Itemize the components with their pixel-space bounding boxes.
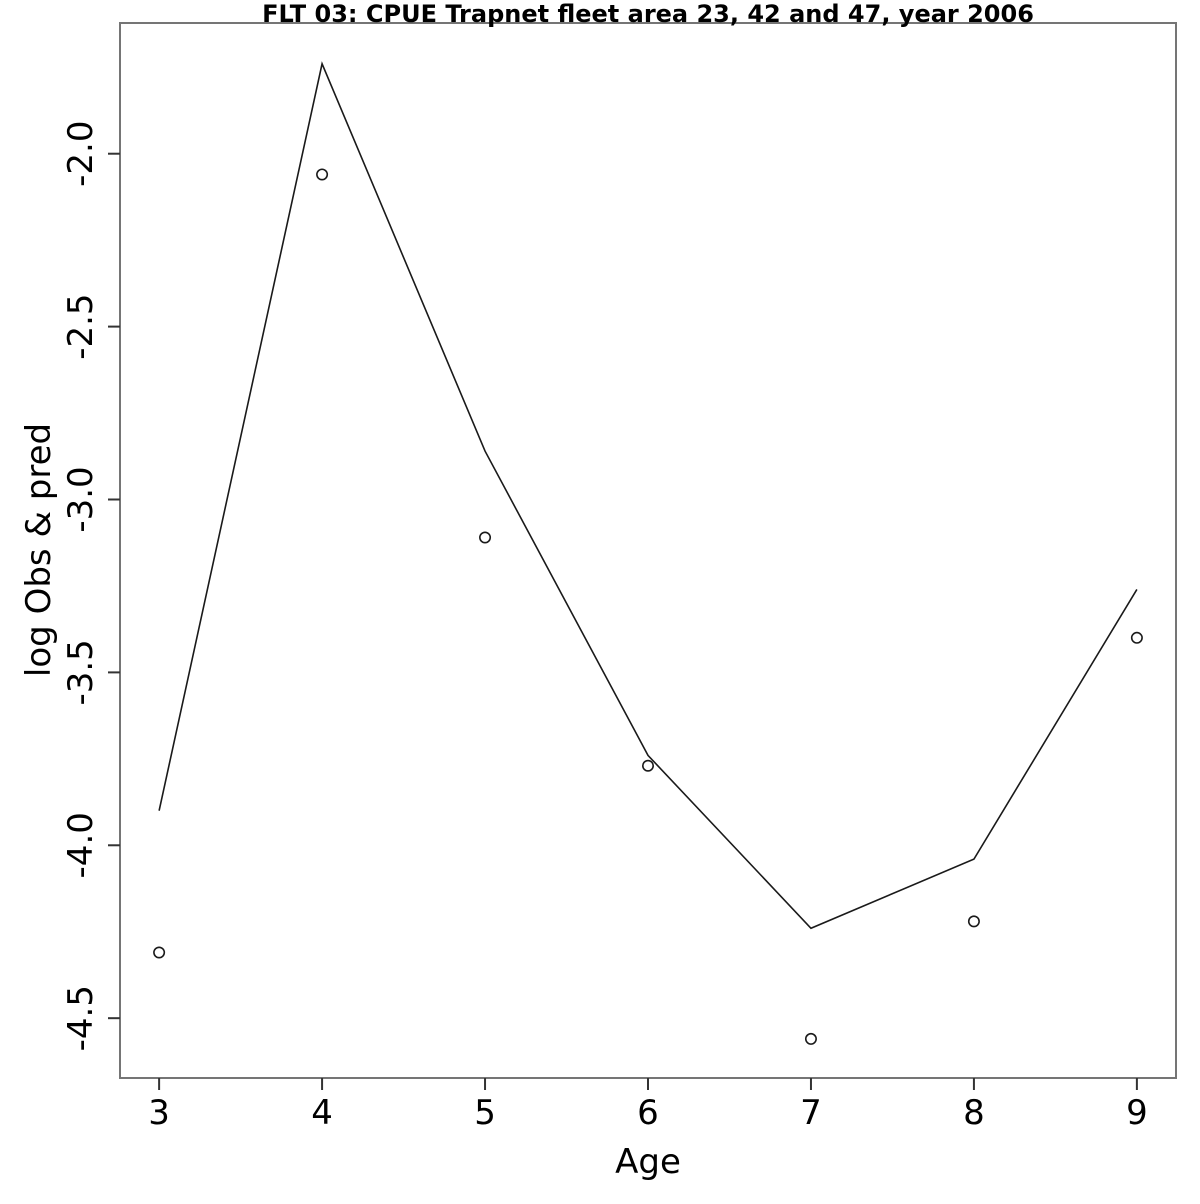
x-tick-label: 6 (637, 1093, 659, 1133)
plot-box (119, 22, 1177, 1079)
x-tick-label: 7 (800, 1093, 822, 1133)
observation-point (1130, 631, 1143, 644)
predicted-line-series (158, 61, 1138, 930)
x-tick-label: 4 (311, 1093, 333, 1133)
observation-point (153, 946, 166, 959)
x-axis-ticks: 3 4 5 6 7 8 9 (148, 1078, 1148, 1133)
observation-point (641, 759, 654, 772)
y-tick-label: -2.0 (61, 121, 101, 187)
x-tick-label: 8 (963, 1093, 985, 1133)
x-axis-label: Age (615, 1142, 681, 1182)
y-tick-label: -4.0 (61, 812, 101, 878)
observation-point (479, 531, 492, 544)
prediction-line (158, 61, 1138, 930)
y-tick-label: -3.5 (61, 639, 101, 705)
y-tick-label: -4.5 (61, 985, 101, 1051)
x-tick-label: 5 (474, 1093, 496, 1133)
y-tick-label: -2.5 (61, 293, 101, 359)
observed-points-series (153, 168, 1143, 1045)
y-axis-label: log Obs & pred (19, 423, 59, 677)
y-tick-label: -3.0 (61, 466, 101, 532)
y-axis-ticks: -4.5 -4.0 -3.5 -3.0 -2.5 -2.0 (61, 121, 120, 1051)
observation-point (316, 168, 329, 181)
x-tick-label: 9 (1126, 1093, 1148, 1133)
chart-title: FLT 03: CPUE Trapnet fleet area 23, 42 a… (262, 0, 1034, 28)
observation-point (804, 1032, 817, 1045)
observation-point (967, 915, 980, 928)
x-tick-label: 3 (148, 1093, 170, 1133)
